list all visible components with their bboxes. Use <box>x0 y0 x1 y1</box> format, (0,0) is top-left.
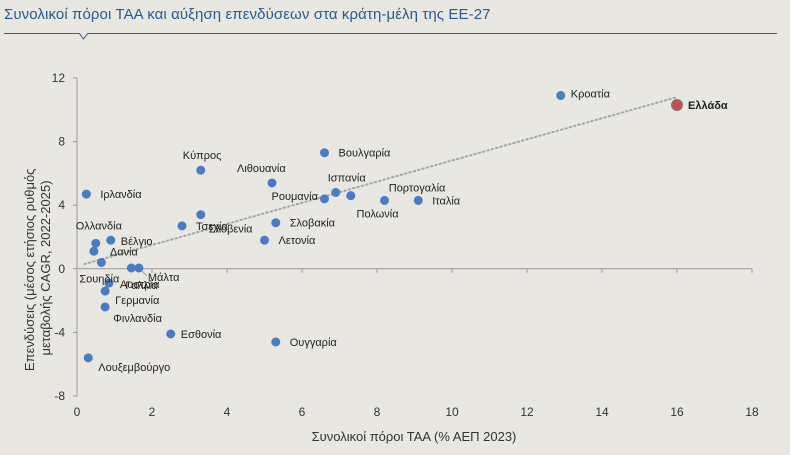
point-17-label: Δανία <box>110 246 139 258</box>
point-12-label: Τσεχία <box>196 221 228 233</box>
point-5-label: Ισπανία <box>328 172 367 184</box>
point-7-marker <box>346 191 356 201</box>
y-tick-label: 8 <box>58 135 65 149</box>
x-tick-label: 16 <box>670 405 684 419</box>
x-tick-label: 8 <box>374 405 381 419</box>
chart-title: Συνολικοί πόροι ΤΑΑ και αύξηση επενδύσεω… <box>4 6 491 23</box>
point-26-marker <box>83 353 93 363</box>
point-15-marker <box>91 238 101 248</box>
point-12-marker <box>177 221 187 231</box>
point-15-label: Ολλανδία <box>76 220 123 232</box>
point-6-label: Ρουμανία <box>272 191 319 203</box>
point-11-marker <box>196 210 206 220</box>
x-tick-label: 14 <box>595 405 609 419</box>
y-tick-label: -8 <box>54 389 65 403</box>
point-18-label: Σουηδία <box>79 273 120 285</box>
point-9-marker <box>413 195 423 205</box>
point-17-marker <box>89 246 99 256</box>
point-10-marker <box>81 189 91 199</box>
point-1-label: Ελλάδα <box>688 100 728 112</box>
point-5-marker <box>331 187 341 197</box>
point-20-label: Μάλτα <box>148 272 180 284</box>
point-4-label: Λιθουανία <box>237 163 286 175</box>
point-6-marker <box>320 194 329 204</box>
point-1-marker <box>671 99 683 112</box>
malta-leader-line <box>141 270 148 277</box>
x-tick-label: 12 <box>520 405 534 419</box>
point-18-marker <box>96 257 106 267</box>
point-24-label: Εσθονία <box>181 329 222 341</box>
y-tick-label: 0 <box>58 262 65 276</box>
point-21-label: Αυστρία <box>120 279 160 291</box>
x-tick-label: 18 <box>745 405 759 419</box>
y-tick-label: 12 <box>52 71 66 85</box>
y-axis-title: Επενδύσεις (μέσος ετήσιος ρυθμός μεταβολ… <box>22 165 53 371</box>
y-axis-title-line-1: Επενδύσεις (μέσος ετήσιος ρυθμός <box>22 169 37 372</box>
point-19-marker <box>126 263 136 273</box>
y-tick-label: -4 <box>54 325 65 339</box>
point-4-marker <box>267 178 277 188</box>
point-19-label: Γαλλία <box>125 280 158 292</box>
title-divider <box>4 33 777 34</box>
point-13-marker <box>271 218 281 228</box>
point-16-marker <box>106 235 116 245</box>
point-0-marker <box>556 90 566 100</box>
point-25-marker <box>271 337 281 347</box>
point-2-marker <box>196 165 206 175</box>
title-notch-icon <box>79 33 88 40</box>
point-23-marker <box>100 302 110 312</box>
point-25-label: Ουγγαρία <box>290 337 338 349</box>
point-23-label: Φινλανδία <box>113 313 162 325</box>
point-22-label: Γερμανία <box>115 295 160 307</box>
x-tick-label: 2 <box>149 405 156 419</box>
point-7-label: Πορτογαλία <box>389 183 446 195</box>
point-10-label: Ιρλανδία <box>100 189 142 201</box>
point-20-marker <box>134 263 144 273</box>
point-8-label: Πολωνία <box>357 208 400 220</box>
x-tick-label: 10 <box>445 405 459 419</box>
trend-line <box>83 96 678 266</box>
y-tick-label: 4 <box>58 198 65 212</box>
point-16-label: Βέλγιο <box>121 236 153 248</box>
point-0-label: Κροατία <box>571 88 611 100</box>
x-tick-label: 4 <box>224 405 231 419</box>
point-8-marker <box>380 195 389 205</box>
point-2-label: Κύπρος <box>183 150 222 162</box>
point-9-label: Ιταλία <box>432 195 461 207</box>
point-11-label: Σλοβενία <box>209 224 253 236</box>
point-22-marker <box>100 286 110 296</box>
point-26-label: Λουξεμβούργο <box>98 362 170 374</box>
point-3-marker <box>320 148 329 158</box>
x-axis-title: Συνολικοί πόροι ΤΑΑ (% ΑΕΠ 2023) <box>312 429 517 444</box>
point-3-label: Βουλγαρία <box>339 148 392 160</box>
x-tick-label: 6 <box>299 405 306 419</box>
point-13-label: Σλοβακία <box>290 218 336 230</box>
point-24-marker <box>166 329 176 339</box>
point-21-marker <box>104 278 114 288</box>
point-14-marker <box>260 235 269 245</box>
x-tick-label: 0 <box>74 405 81 419</box>
y-axis-title-line-2: μεταβολής CAGR, 2022-2025) <box>38 180 53 355</box>
point-14-label: Λετονία <box>279 235 317 247</box>
